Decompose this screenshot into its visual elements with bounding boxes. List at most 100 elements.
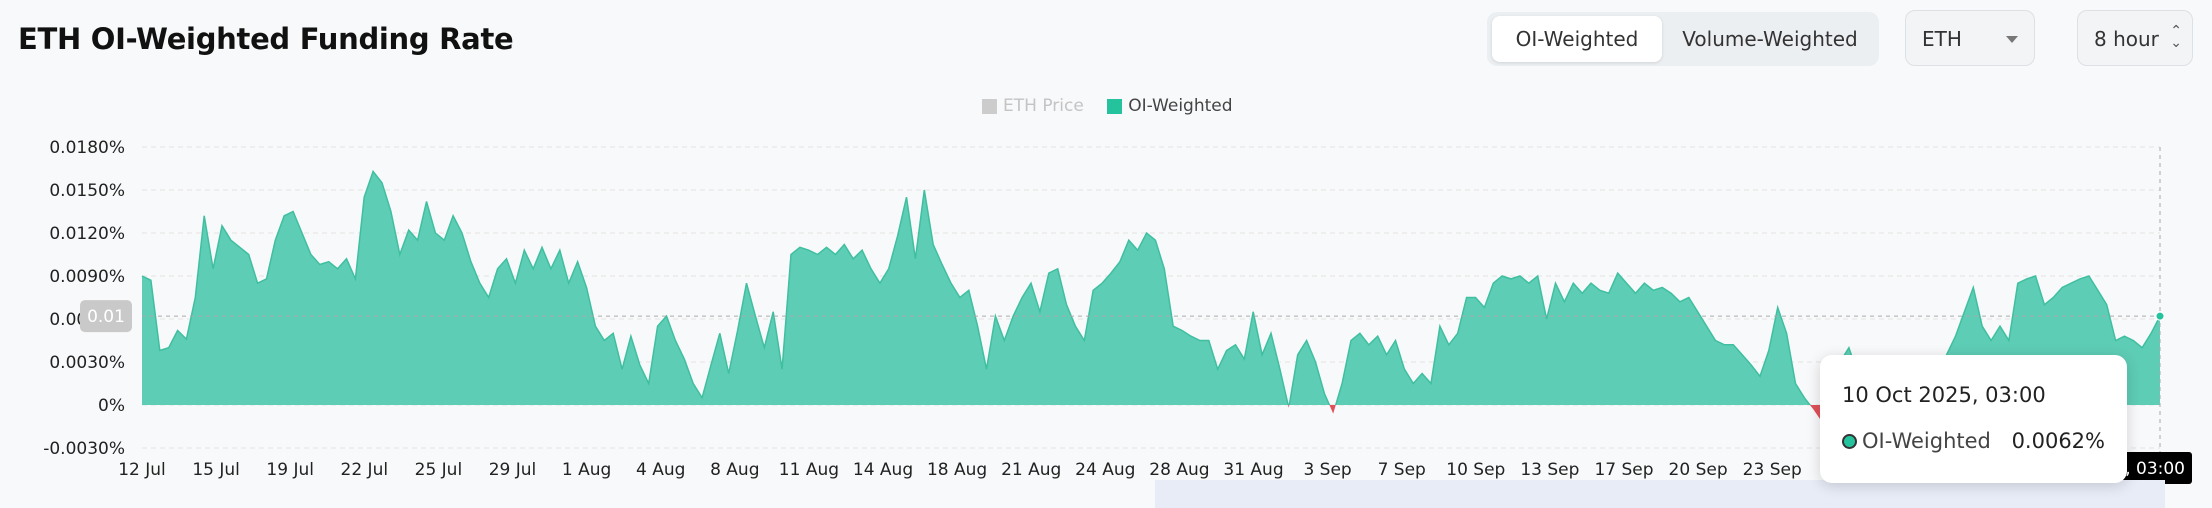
data-point[interactable]: [371, 169, 375, 173]
data-point[interactable]: [531, 267, 535, 271]
data-point[interactable]: [896, 234, 900, 238]
data-point[interactable]: [2007, 339, 2011, 343]
data-point[interactable]: [1482, 306, 1486, 310]
data-point[interactable]: [709, 363, 713, 367]
data-point[interactable]: [1065, 303, 1069, 307]
data-point[interactable]: [407, 228, 411, 232]
data-point[interactable]: [1296, 353, 1300, 357]
data-point[interactable]: [1029, 281, 1033, 285]
data-point[interactable]: [273, 238, 277, 242]
data-point[interactable]: [1189, 334, 1193, 338]
data-point[interactable]: [1251, 310, 1255, 314]
data-point[interactable]: [1598, 288, 1602, 292]
data-point[interactable]: [2149, 331, 2153, 335]
data-point[interactable]: [256, 281, 260, 285]
volume-weighted-tab[interactable]: Volume-Weighted: [1682, 27, 1858, 51]
data-point[interactable]: [1954, 334, 1958, 338]
data-point[interactable]: [1678, 300, 1682, 304]
data-point[interactable]: [1091, 288, 1095, 292]
data-point[interactable]: [985, 367, 989, 371]
data-point[interactable]: [1207, 339, 1211, 343]
data-point[interactable]: [2078, 277, 2082, 281]
data-point[interactable]: [1260, 353, 1264, 357]
legend-item-oi-weighted[interactable]: OI-Weighted: [1107, 96, 1233, 116]
data-point[interactable]: [1962, 310, 1966, 314]
data-point[interactable]: [1669, 291, 1673, 295]
data-point[interactable]: [1607, 291, 1611, 295]
data-point[interactable]: [1980, 324, 1984, 328]
data-point[interactable]: [1642, 281, 1646, 285]
data-point[interactable]: [1234, 343, 1238, 347]
interval-select[interactable]: 8 hour ⌃ ⌄: [2077, 10, 2193, 66]
data-point[interactable]: [1269, 331, 1273, 335]
data-point[interactable]: [585, 286, 589, 290]
data-point[interactable]: [762, 346, 766, 350]
data-point[interactable]: [193, 296, 197, 300]
data-point[interactable]: [522, 248, 526, 252]
data-point[interactable]: [860, 248, 864, 252]
data-point[interactable]: [931, 243, 935, 247]
data-point[interactable]: [1660, 286, 1664, 290]
data-point[interactable]: [1278, 367, 1282, 371]
data-point[interactable]: [1785, 331, 1789, 335]
data-point[interactable]: [167, 346, 171, 350]
data-point[interactable]: [1491, 281, 1495, 285]
data-point[interactable]: [833, 253, 837, 257]
data-point[interactable]: [398, 253, 402, 257]
data-point[interactable]: [2034, 274, 2038, 278]
data-point[interactable]: [300, 231, 304, 235]
data-point[interactable]: [816, 253, 820, 257]
data-point[interactable]: [1171, 324, 1175, 328]
data-point[interactable]: [1474, 296, 1478, 300]
data-point[interactable]: [878, 281, 882, 285]
data-point[interactable]: [2025, 277, 2029, 281]
data-point[interactable]: [1571, 281, 1575, 285]
data-point[interactable]: [1020, 296, 1024, 300]
data-point[interactable]: [1545, 317, 1549, 321]
data-point[interactable]: [842, 243, 846, 247]
data-point[interactable]: [1287, 406, 1291, 410]
data-point[interactable]: [718, 331, 722, 335]
data-point[interactable]: [798, 245, 802, 249]
data-point[interactable]: [1527, 281, 1531, 285]
data-point[interactable]: [2016, 281, 2020, 285]
data-point[interactable]: [291, 210, 295, 214]
data-point[interactable]: [2096, 288, 2100, 292]
data-point[interactable]: [727, 372, 731, 376]
data-point[interactable]: [505, 257, 509, 261]
data-point[interactable]: [1153, 238, 1157, 242]
data-point[interactable]: [691, 382, 695, 386]
data-point[interactable]: [1314, 360, 1318, 364]
data-point[interactable]: [265, 277, 269, 281]
data-point[interactable]: [602, 339, 606, 343]
data-point[interactable]: [1722, 343, 1726, 347]
data-point[interactable]: [2122, 334, 2126, 338]
data-point[interactable]: [745, 281, 749, 285]
data-point[interactable]: [549, 267, 553, 271]
data-point[interactable]: [1118, 260, 1122, 264]
data-point[interactable]: [1687, 296, 1691, 300]
data-point[interactable]: [629, 334, 633, 338]
data-point[interactable]: [1776, 306, 1780, 310]
data-point[interactable]: [1038, 310, 1042, 314]
data-point[interactable]: [496, 267, 500, 271]
data-point[interactable]: [1580, 291, 1584, 295]
data-point[interactable]: [451, 214, 455, 218]
data-point[interactable]: [2140, 346, 2144, 350]
data-point[interactable]: [478, 281, 482, 285]
data-point[interactable]: [211, 267, 215, 271]
data-point[interactable]: [1998, 324, 2002, 328]
legend-item-eth-price[interactable]: ETH Price: [982, 96, 1084, 116]
data-point[interactable]: [1740, 353, 1744, 357]
data-point[interactable]: [1394, 339, 1398, 343]
data-point[interactable]: [1331, 412, 1335, 416]
data-point[interactable]: [318, 263, 322, 267]
data-point[interactable]: [238, 245, 242, 249]
data-point[interactable]: [2060, 286, 2064, 290]
data-point[interactable]: [1518, 274, 1522, 278]
data-point[interactable]: [149, 278, 153, 282]
data-point[interactable]: [1651, 288, 1655, 292]
data-point[interactable]: [158, 349, 162, 353]
data-point[interactable]: [469, 260, 473, 264]
